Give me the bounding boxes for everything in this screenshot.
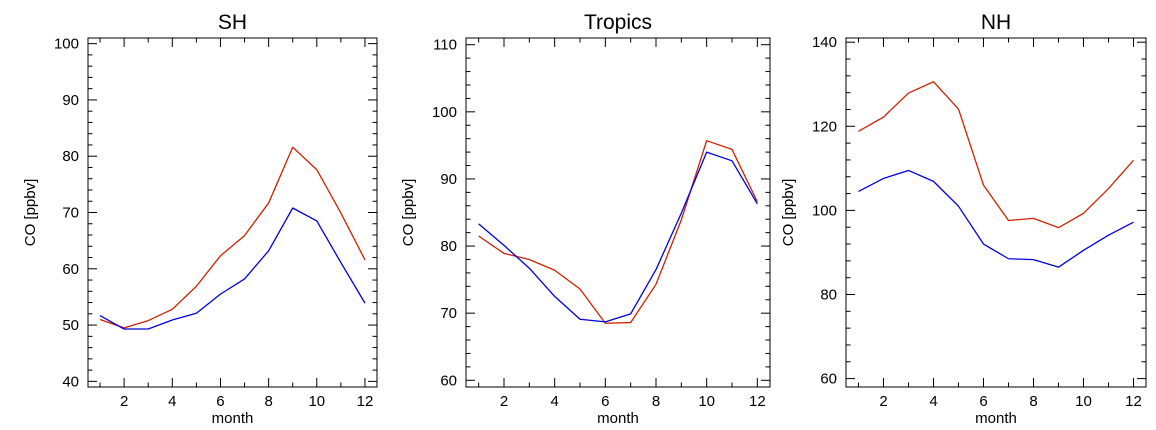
y-tick-label: 80	[62, 148, 79, 165]
y-tick-label: 50	[62, 317, 79, 334]
chart-title: Tropics	[584, 11, 652, 34]
y-tick-label: 100	[812, 202, 837, 219]
plot-frame	[87, 37, 378, 388]
y-tick-label: 60	[62, 261, 79, 278]
x-tick-label: 4	[550, 393, 558, 410]
series-line-1	[99, 146, 366, 329]
chart-panel-3: 2 4 6 8 10 12 60 80 100 120 140 NH month CO [ppbv]	[780, 11, 1147, 427]
y-tick-label: 40	[62, 373, 79, 390]
x-axis-label: month	[597, 410, 639, 427]
y-axis-label: CO [ppbv]	[780, 179, 797, 247]
y-tick-label: 110	[433, 37, 457, 54]
series-line-1	[858, 81, 1134, 229]
x-tick-label: 12	[749, 393, 766, 410]
x-axis-label: month	[975, 410, 1017, 427]
series-line-2	[478, 151, 758, 323]
x-tick-label: 4	[929, 393, 937, 410]
plot-frame	[845, 37, 1147, 388]
chart-title: NH	[981, 11, 1011, 34]
x-tick-label: 6	[979, 393, 987, 410]
y-tick-label: 90	[440, 171, 457, 188]
x-tick-label: 6	[601, 393, 609, 410]
y-tick-label: 140	[812, 34, 837, 51]
y-axis-label: CO [ppbv]	[22, 179, 39, 247]
chart-panel-1: 2 4 6 8 10 12 40 50 60 70 80 90 100 SH month CO [ppbv]	[22, 11, 378, 427]
y-tick-label: 70	[440, 305, 457, 322]
x-tick-label: 10	[308, 393, 325, 410]
y-tick-label: 60	[440, 372, 457, 389]
y-tick-label: 70	[62, 205, 79, 222]
plot-frame	[465, 37, 771, 388]
x-tick-label: 12	[1125, 393, 1142, 410]
x-tick-label: 2	[500, 393, 508, 410]
x-tick-label: 6	[216, 393, 224, 410]
series-line-2	[858, 169, 1134, 268]
chart-title: SH	[218, 11, 247, 34]
chart-panel-2: 2 4 6 8 10 12 60 70 80 90 100 110 Tropics month CO [pp…	[400, 11, 771, 427]
y-tick-label: 100	[54, 36, 79, 53]
x-tick-label: 10	[1075, 393, 1092, 410]
x-tick-label: 8	[264, 393, 272, 410]
x-tick-label: 2	[879, 393, 887, 410]
y-tick-label: 60	[820, 371, 837, 388]
y-tick-label: 120	[812, 118, 837, 135]
y-tick-label: 100	[432, 104, 457, 121]
x-tick-label: 8	[1029, 393, 1037, 410]
y-tick-label: 80	[820, 286, 837, 303]
x-tick-label: 8	[652, 393, 660, 410]
x-tick-label: 12	[357, 393, 374, 410]
y-tick-label: 80	[440, 238, 457, 255]
y-tick-label: 90	[62, 92, 79, 109]
x-tick-label: 10	[698, 393, 715, 410]
y-axis-label: CO [ppbv]	[400, 179, 417, 247]
x-tick-label: 2	[120, 393, 128, 410]
x-axis-label: month	[212, 410, 254, 427]
x-tick-label: 4	[168, 393, 176, 410]
series-line-1	[478, 140, 758, 324]
series-line-2	[99, 207, 366, 330]
